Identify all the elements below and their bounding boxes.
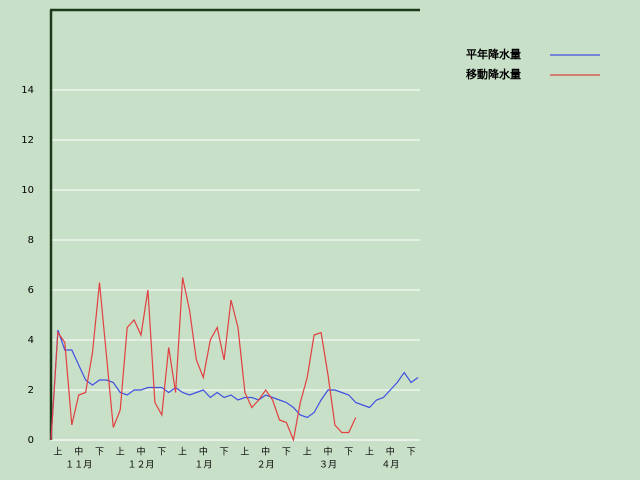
legend-label: 移動降水量 [466, 67, 521, 81]
x-tick-label: 上 [365, 447, 374, 458]
x-tick-label: 中 [386, 446, 395, 458]
x-tick-label: 中 [323, 446, 332, 458]
x-tick-label: 上 [116, 447, 125, 458]
series-line [50, 277, 357, 443]
series-line [50, 329, 419, 441]
y-tick-label: 6 [28, 285, 34, 296]
x-tick-label: 上 [240, 447, 249, 458]
month-label: ４月 [381, 460, 399, 471]
legend-label: 平年降水量 [466, 47, 521, 61]
x-tick-label: 下 [220, 448, 229, 458]
x-tick-label: 中 [261, 446, 270, 458]
month-label: １１月 [65, 460, 92, 471]
x-tick-label: 中 [74, 446, 83, 458]
x-tick-label: 下 [157, 448, 166, 458]
y-tick-label: 8 [28, 235, 34, 246]
y-tick-label: 12 [21, 135, 34, 146]
x-tick-label: 中 [137, 446, 146, 458]
x-tick-label: 中 [199, 446, 208, 458]
y-tick-label: 2 [28, 385, 34, 396]
month-label: ２月 [257, 460, 275, 471]
y-tick-label: 0 [28, 435, 34, 446]
x-tick-label: 下 [407, 448, 416, 458]
x-tick-label: 上 [178, 447, 187, 458]
month-label: ３月 [319, 460, 337, 471]
x-tick-label: 下 [95, 448, 104, 458]
month-label: １月 [194, 460, 212, 471]
y-tick-label: 14 [21, 85, 34, 96]
y-tick-label: 10 [21, 185, 34, 196]
x-tick-label: 上 [53, 447, 62, 458]
x-tick-label: 下 [282, 448, 291, 458]
y-tick-label: 4 [28, 335, 34, 346]
month-label: １２月 [128, 460, 155, 471]
x-tick-label: 下 [344, 448, 353, 458]
x-tick-label: 上 [303, 447, 312, 458]
